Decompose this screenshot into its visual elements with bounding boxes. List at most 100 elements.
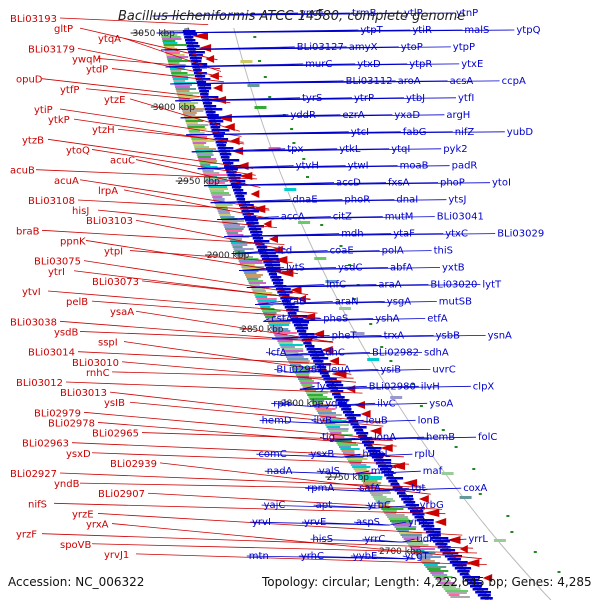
forward-feature-block: [401, 498, 414, 501]
gene-label: ysnA: [488, 330, 512, 341]
forward-feature-block: [352, 426, 367, 429]
gene-annotation-block: [203, 172, 220, 174]
gene-annotation-block: [298, 378, 312, 380]
gene-label: araN: [335, 297, 359, 308]
gene-marker: [290, 128, 294, 130]
forward-feature-block: [410, 510, 424, 513]
forward-feature-block: [386, 477, 404, 480]
gene-annotation-block: [311, 402, 323, 404]
gene-label: dnaI: [396, 195, 418, 206]
forward-feature-block: [313, 360, 324, 363]
gene-label: dnaE: [292, 195, 317, 206]
forward-feature-block: [182, 30, 196, 33]
label-connector: [203, 182, 491, 187]
gene-annotation-block: [381, 508, 404, 510]
gene-label: rplU: [414, 449, 435, 460]
gene-label: BLi02907: [98, 489, 145, 500]
forward-feature-block: [200, 93, 209, 96]
forward-feature-block: [267, 270, 281, 273]
label-connector: [311, 419, 321, 424]
forward-feature-block: [292, 321, 309, 324]
gene-annotation-block: [246, 278, 259, 280]
reverse-strand-label-lines: [35, 17, 487, 565]
gene-label: safA: [359, 483, 381, 494]
gene-marker: [352, 298, 356, 300]
gene-annotation-block: [332, 436, 345, 438]
gene-annotation-block: [295, 374, 310, 376]
gene-annotation-block: [411, 548, 435, 550]
gene-label: ytzE: [104, 95, 125, 106]
gene-annotation-block: [163, 42, 178, 44]
forward-feature-block: [271, 279, 284, 282]
label-connector: [341, 453, 413, 458]
label-connector: [265, 352, 282, 356]
forward-feature-block: [371, 456, 384, 459]
gene-annotation-block: [285, 356, 304, 358]
gene-annotation-block: [206, 182, 225, 184]
forward-strand-gene-labels: yncE trmB ytlP ytnP ytpT ytiR malS ytpQ BLi03127…: [249, 8, 544, 562]
gene-label: minC: [371, 466, 397, 477]
forward-feature-block: [325, 381, 342, 384]
gene-annotation-block: [253, 292, 273, 294]
gene-marker: [506, 515, 510, 517]
gene-label: ytpI: [104, 247, 123, 258]
label-connector: [79, 27, 218, 61]
forward-feature-block: [193, 69, 202, 72]
gene-label: ysbB: [436, 330, 460, 341]
gene-label: pheS: [323, 314, 348, 325]
reverse-feature-arrow: [263, 220, 272, 228]
gene-annotation-block: [210, 192, 229, 194]
gene-marker: [510, 531, 514, 533]
gene-annotation-block: [201, 168, 221, 170]
gene-label: ytzH: [92, 125, 115, 136]
forward-feature-block: [230, 183, 246, 186]
label-connector: [59, 472, 426, 488]
gene-label: yrzF: [16, 530, 37, 541]
gene-label: yrhC: [301, 551, 324, 562]
forward-feature-block: [363, 444, 372, 447]
gene-label: ysIB: [104, 398, 125, 409]
gene-label: ysiB: [380, 364, 401, 375]
label-connector: [290, 369, 431, 373]
label-connector: [97, 513, 463, 536]
gene-annotation-block: [167, 58, 182, 60]
label-connector: [274, 369, 291, 373]
forward-feature-block: [210, 126, 221, 129]
accession-text: Accession: NC_006322: [8, 575, 145, 589]
gene-label: araB: [283, 297, 306, 308]
forward-feature-block: [323, 378, 337, 381]
forward-feature-block: [373, 459, 392, 462]
gene-annotation-block: [363, 482, 382, 484]
gene-marker: [253, 36, 257, 38]
gene-marker: [320, 224, 324, 226]
forward-feature-block: [208, 120, 224, 123]
gene-label: ysdC: [338, 263, 362, 274]
gene-label: mdh: [341, 229, 363, 240]
label-connector: [313, 504, 377, 509]
forward-feature-block: [435, 543, 448, 546]
label-connector: [263, 318, 426, 322]
gene-annotation-block: [369, 492, 391, 494]
reverse-feature-arrow: [459, 545, 468, 553]
label-connector: [35, 169, 258, 180]
gene-label: BLi03075: [34, 257, 81, 268]
gene-annotation-block: [230, 242, 252, 244]
gene-annotation-block: [416, 554, 433, 556]
forward-feature-block: [201, 96, 219, 99]
gene-annotation-block: [236, 254, 247, 256]
label-connector: [239, 267, 441, 271]
gene-annotation-block: [182, 112, 197, 114]
gene-marker: [292, 142, 296, 144]
gene-label: tig: [322, 432, 335, 443]
gene-annotation-block: [161, 34, 178, 36]
gene-annotation-block: [344, 454, 361, 456]
gene-label: yrrI: [408, 517, 425, 528]
label-connector: [59, 320, 334, 343]
gene-label: ytwI: [348, 161, 369, 172]
gene-annotation-block: [314, 257, 327, 260]
gene-label: pheT: [332, 330, 358, 341]
gene-annotation-block: [254, 106, 267, 109]
gene-label: BLi03013: [60, 388, 107, 399]
gene-annotation-block: [191, 138, 208, 140]
forward-feature-block: [447, 558, 461, 561]
